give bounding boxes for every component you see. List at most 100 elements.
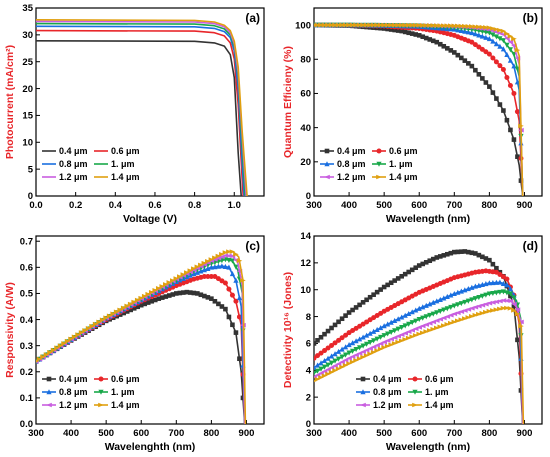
series-marker xyxy=(490,261,496,267)
series-marker xyxy=(409,327,416,333)
series-marker xyxy=(356,351,363,356)
series-marker xyxy=(212,298,218,304)
series-marker xyxy=(427,312,433,319)
series-marker xyxy=(465,315,472,320)
series-marker xyxy=(490,55,496,61)
series-marker xyxy=(356,356,363,362)
legend-label: 1.4 μm xyxy=(111,172,140,182)
legend-c: 0.4 μm 0.6 μm 0.8 μm 1. μm 1.2 μm 1.4 μm xyxy=(42,374,140,410)
series-marker xyxy=(381,323,387,329)
series-marker xyxy=(455,52,461,58)
series-marker xyxy=(120,305,127,311)
series-marker xyxy=(402,312,408,318)
legend-label: 1. μm xyxy=(425,387,449,397)
series-marker xyxy=(423,260,429,265)
series-marker xyxy=(226,264,232,270)
series-marker xyxy=(493,299,500,305)
series-marker xyxy=(325,328,331,334)
y-tick-label: 0.0 xyxy=(20,419,33,430)
series-marker xyxy=(349,348,356,354)
series-marker xyxy=(448,320,454,326)
series-marker xyxy=(507,47,514,53)
series-marker xyxy=(490,300,496,305)
series-marker xyxy=(318,334,324,340)
series-marker xyxy=(504,42,510,48)
series-marker xyxy=(398,338,405,344)
series-marker xyxy=(406,30,412,36)
series-marker xyxy=(329,325,334,331)
y-tick-label: 5 xyxy=(28,164,34,175)
series-marker xyxy=(321,357,328,364)
series-marker xyxy=(458,317,465,323)
series-marker xyxy=(163,294,169,299)
series-marker xyxy=(504,276,510,282)
series-marker xyxy=(328,370,335,375)
legend-label: 0.4 μm xyxy=(337,146,366,156)
series-marker xyxy=(500,38,507,44)
series-marker xyxy=(374,326,380,333)
legend-marker xyxy=(412,376,418,382)
series-marker xyxy=(332,22,338,28)
series-marker xyxy=(469,314,475,319)
legend-label: 1.2 μm xyxy=(59,172,88,182)
series-marker xyxy=(395,22,401,28)
x-tick-label: 500 xyxy=(98,428,114,439)
series-marker xyxy=(395,316,401,322)
series-marker xyxy=(497,43,503,49)
series-marker xyxy=(346,361,352,366)
series-marker xyxy=(409,31,415,36)
y-axis-title: Photocurrent (mA/cm²) xyxy=(4,45,16,159)
series-line xyxy=(36,20,247,196)
series-marker xyxy=(504,51,510,58)
y-axis-title: Detectivity 10¹⁶ (Jones) xyxy=(282,272,294,388)
legend-label: 1.2 μm xyxy=(59,400,88,410)
series-marker xyxy=(332,340,338,346)
series-marker xyxy=(465,298,471,304)
legend-marker xyxy=(376,174,382,180)
series-marker xyxy=(504,298,510,304)
series-marker xyxy=(500,28,507,34)
series-marker xyxy=(391,341,398,346)
series-marker xyxy=(166,293,172,298)
series-marker xyxy=(388,329,394,335)
x-tick-label: 300 xyxy=(306,200,322,211)
series-marker xyxy=(451,319,458,325)
series-marker xyxy=(500,305,507,311)
series-group-d xyxy=(314,249,525,424)
series-marker xyxy=(504,282,510,288)
series-marker xyxy=(342,357,349,363)
x-tick-label: 1.0 xyxy=(228,200,241,211)
series-marker xyxy=(208,273,214,279)
series-marker xyxy=(391,335,398,340)
series-marker xyxy=(405,22,412,28)
series-marker xyxy=(346,22,352,28)
legend-marker xyxy=(98,376,104,382)
series-marker xyxy=(511,303,517,309)
series-marker xyxy=(402,337,408,342)
series-marker xyxy=(452,249,457,255)
series-marker xyxy=(459,249,464,254)
series-marker xyxy=(486,308,493,314)
series-marker xyxy=(518,323,524,329)
series-marker xyxy=(430,299,436,305)
series-marker xyxy=(413,32,419,37)
series-marker xyxy=(71,334,78,340)
series-marker xyxy=(230,322,235,328)
x-axis-title: Wavelength (nm) xyxy=(386,213,470,225)
series-marker xyxy=(328,22,335,28)
x-tick-label: 900 xyxy=(517,428,533,439)
series-marker xyxy=(353,358,359,363)
series-marker xyxy=(148,289,155,295)
series-marker xyxy=(395,28,401,33)
legend-d: 0.4 μm 0.6 μm 0.8 μm 1. μm 1.2 μm 1.4 μm xyxy=(356,374,454,410)
series-marker xyxy=(127,301,134,307)
series-marker xyxy=(96,319,102,325)
series-marker xyxy=(370,22,377,28)
x-tick-label: 0.6 xyxy=(148,200,161,211)
series-line xyxy=(36,29,244,196)
series-marker xyxy=(142,301,148,307)
x-tick-label: 300 xyxy=(306,428,322,439)
series-marker xyxy=(370,349,377,355)
series-marker xyxy=(427,37,433,42)
series-marker xyxy=(391,22,398,28)
